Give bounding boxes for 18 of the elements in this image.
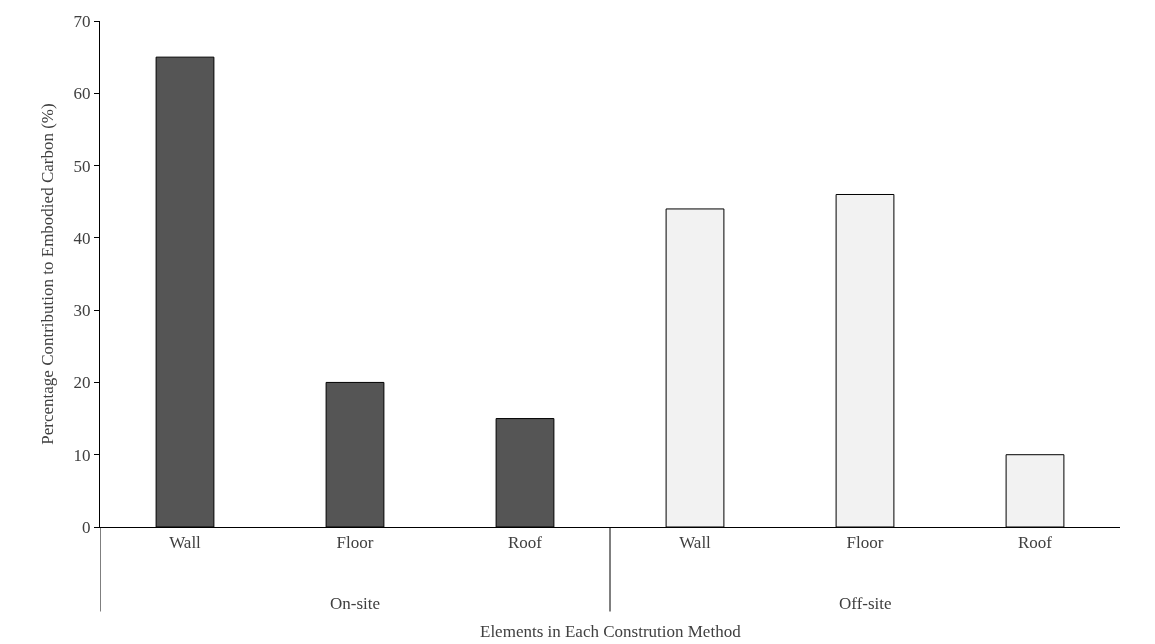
- y-tick-label: 60: [73, 84, 91, 104]
- y-tick-label: 20: [73, 373, 91, 393]
- y-tick-label: 50: [73, 156, 91, 176]
- x-axis-title: Elements in Each Constrution Method: [480, 622, 742, 641]
- y-axis-title: Percentage Contribution to Embodied Carbon (%): [38, 103, 58, 445]
- y-tick-label: 0: [82, 517, 91, 537]
- text: On-site: [330, 594, 381, 613]
- x-tick-label: Floor: [846, 533, 884, 553]
- x-tick-label: Wall: [679, 533, 712, 553]
- x-tick-label: Roof: [508, 533, 543, 553]
- y-tick-label: 30: [73, 301, 91, 321]
- y-tick-label: 10: [73, 445, 91, 465]
- x-tick-label: Floor: [336, 533, 374, 553]
- x-tick-label: Roof: [1018, 533, 1053, 553]
- text: Off-site: [839, 594, 892, 613]
- y-tick-label: 40: [73, 228, 91, 248]
- x-tick-label: Wall: [169, 533, 202, 553]
- y-tick-label: 70: [73, 11, 91, 31]
